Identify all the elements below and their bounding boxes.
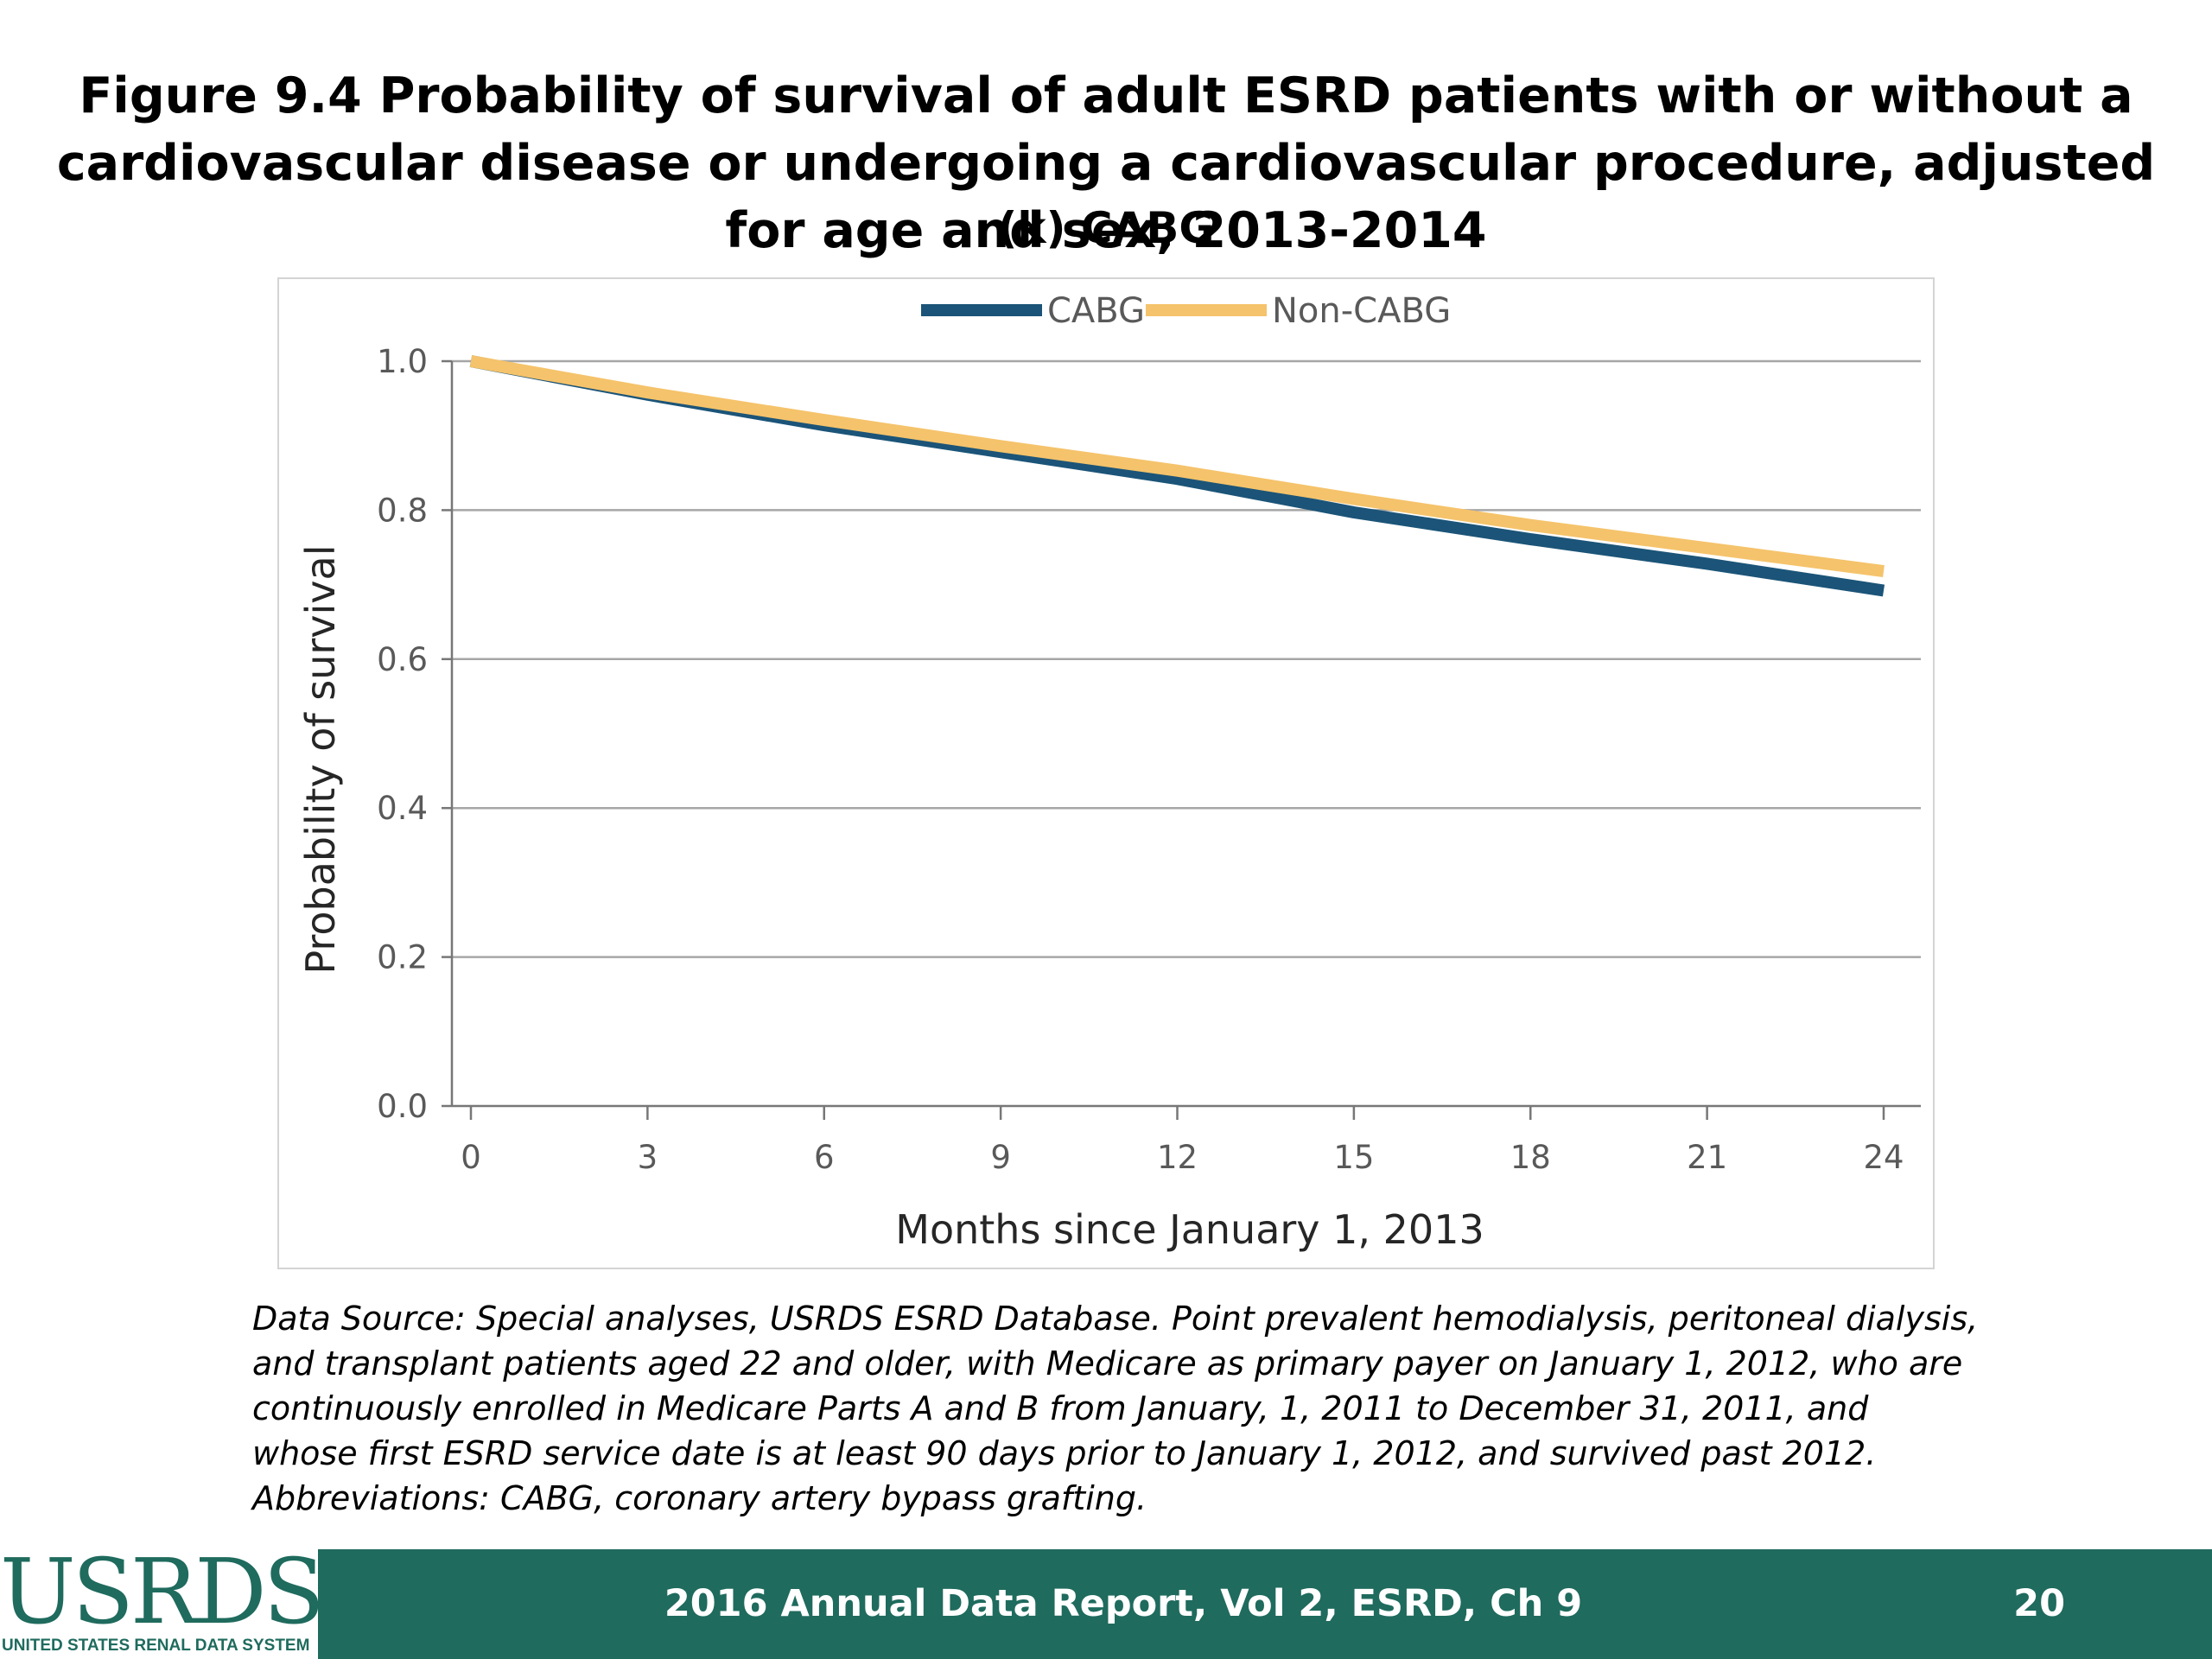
page-number: 20: [2013, 1582, 2065, 1625]
data-source-footnote: Data Source: Special analyses, USRDS ESR…: [252, 1300, 1979, 1517]
series-line-non-cabg: [469, 355, 1885, 578]
x-tick-label: 3: [638, 1139, 658, 1176]
chart-container: 0.0 0.2 0.4 0.6 0.8 1.0 0 3 6 9 12 15 18 21 24 Months s…: [277, 277, 1935, 1269]
y-axis-title: Probability of survival: [297, 545, 344, 975]
survival-line-chart: 0.0 0.2 0.4 0.6 0.8 1.0 0 3 6 9 12 15 18 21 24 Months s…: [297, 291, 1921, 1253]
y-tick-label: 0.6: [377, 641, 428, 678]
y-tick-label: 0.8: [377, 492, 428, 529]
y-tick-label: 0.4: [377, 790, 428, 827]
x-tick-label: 18: [1510, 1139, 1551, 1176]
y-tick-label: 0.2: [377, 939, 428, 976]
x-tick-label: 15: [1333, 1139, 1374, 1176]
usrds-logo: USRDS UNITED STATES RENAL DATA SYSTEM: [0, 1538, 325, 1659]
x-tick-label: 6: [814, 1139, 835, 1176]
footer-report-title: 2016 Annual Data Report, Vol 2, ESRD, Ch…: [664, 1582, 1583, 1625]
footer-bar: 2016 Annual Data Report, Vol 2, ESRD, Ch…: [0, 1549, 2212, 1659]
legend-label: Non-CABG: [1272, 291, 1451, 331]
figure-subtitle: (k) CABG: [997, 203, 1215, 253]
x-tick-label: 12: [1157, 1139, 1198, 1176]
x-tick-label: 9: [990, 1139, 1011, 1176]
logo-wordmark: USRDS: [0, 1539, 325, 1644]
y-tick-label: 0.0: [377, 1088, 428, 1125]
y-tick-label: 1.0: [377, 343, 428, 380]
x-tick-label: 24: [1863, 1139, 1904, 1176]
logo-subtitle: UNITED STATES RENAL DATA SYSTEM: [2, 1637, 310, 1655]
figure-title: Figure 9.4 Probability of survival of ad…: [56, 67, 2156, 259]
legend-label: CABG: [1047, 291, 1145, 331]
x-axis-title: Months since January 1, 2013: [895, 1206, 1484, 1253]
x-tick-label: 21: [1687, 1139, 1727, 1176]
x-tick-label: 0: [461, 1139, 481, 1176]
